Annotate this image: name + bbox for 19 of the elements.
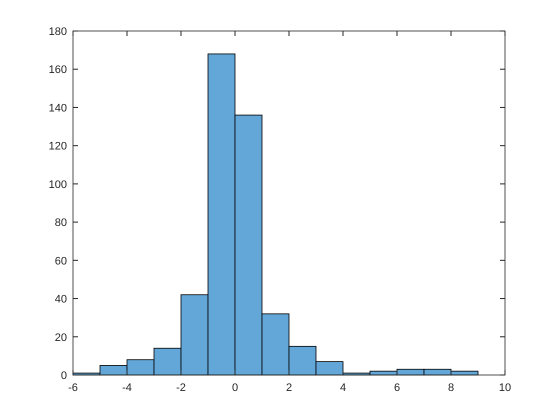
- x-tick-label: -2: [176, 382, 186, 394]
- x-tick-label: 8: [448, 382, 454, 394]
- x-tick-label: -4: [122, 382, 132, 394]
- y-tick-label: 40: [54, 294, 67, 306]
- y-tick-label: 80: [54, 217, 67, 230]
- y-tick-label: 100: [48, 178, 67, 191]
- y-tick-label: 0: [60, 370, 67, 382]
- y-tick-label: 120: [48, 140, 67, 153]
- x-tick-label: -6: [68, 382, 78, 394]
- y-tick-label: 140: [48, 102, 67, 114]
- y-tick-label: 160: [48, 64, 67, 76]
- y-tick-label: 180: [48, 26, 67, 38]
- y-tick-label: 60: [54, 255, 67, 268]
- x-tick-label: 2: [286, 382, 292, 394]
- x-tick-label: 10: [498, 382, 512, 394]
- x-tick-label: 4: [340, 382, 346, 394]
- x-tick-label: 0: [232, 382, 238, 394]
- y-tick-label: 20: [54, 332, 67, 344]
- x-tick-label: 6: [394, 382, 400, 394]
